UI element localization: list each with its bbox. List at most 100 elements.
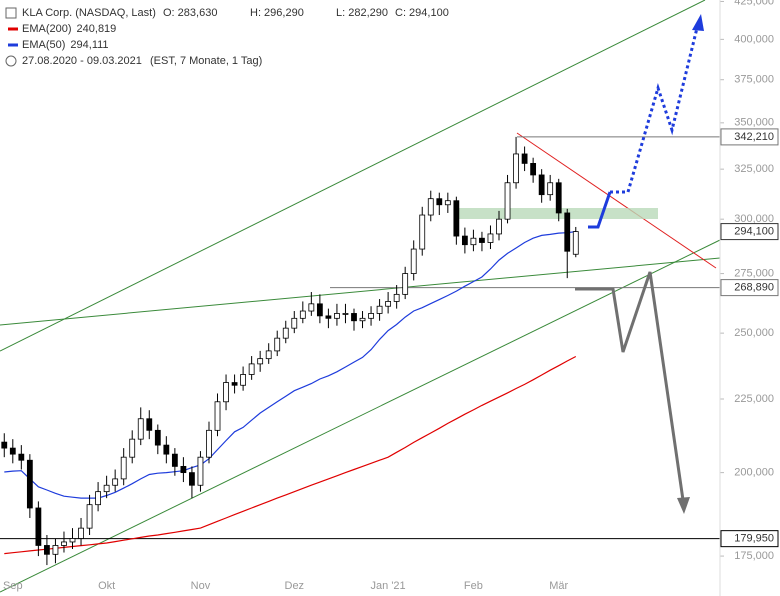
bear-projection — [575, 271, 685, 501]
x-tick-label: Dez — [285, 580, 305, 592]
candle-body — [231, 382, 238, 386]
bull-arrowhead — [692, 14, 704, 31]
candle-body — [69, 538, 76, 543]
candle-body — [547, 182, 554, 196]
candle-body — [1, 441, 8, 449]
candle-body — [146, 418, 153, 431]
bull-path — [588, 191, 612, 229]
header: KLA Corp. (NASDAQ, Last) O: 283,630 H: 2… — [5, 7, 449, 67]
legend-label: EMA(200) — [22, 23, 72, 35]
candle-body — [18, 453, 25, 461]
candle-body — [299, 310, 306, 319]
candle-body — [325, 315, 332, 319]
icon — [5, 7, 17, 19]
candle-body — [316, 303, 323, 317]
candle-body — [206, 429, 212, 458]
candle-body — [78, 527, 84, 539]
ohlc-close: C: 294,100 — [395, 7, 449, 19]
y-tick-label: 425,000 — [734, 0, 774, 7]
ema-line — [4, 355, 577, 555]
candle-body — [240, 374, 247, 386]
candle-body — [137, 418, 144, 440]
ema-line — [4, 231, 576, 499]
y-tick-label: 250,000 — [734, 327, 774, 339]
y-tick-label: 175,000 — [734, 550, 774, 562]
candle-body — [26, 459, 33, 509]
clock-icon — [5, 55, 17, 67]
candle-body — [555, 182, 562, 214]
legend-value: 240,819 — [77, 23, 117, 35]
level-label-box — [720, 128, 779, 146]
channel-upper — [0, 0, 706, 352]
candle-body — [376, 305, 383, 314]
candle-body — [291, 317, 298, 329]
last-price-label: 294,100 — [734, 226, 774, 238]
ohlc-high: H: 296,290 — [250, 7, 304, 19]
y-tick-label: 275,000 — [734, 267, 774, 279]
candle-body — [86, 504, 93, 529]
instrument: KLA Corp. (NASDAQ, Last) — [22, 7, 156, 19]
legend-value: 294,111 — [70, 39, 108, 51]
y-tick-label: 400,000 — [734, 33, 774, 45]
ohlc-open: O: 283,630 — [163, 7, 217, 19]
candle-body — [564, 212, 571, 252]
candle-body — [359, 317, 366, 322]
x-tick-label: Sep — [3, 580, 23, 592]
candle-body — [572, 231, 579, 255]
candle-body — [427, 198, 434, 216]
support-zone — [456, 208, 658, 219]
y-tick-label: 300,000 — [734, 213, 774, 225]
candle-body — [496, 218, 502, 235]
x-tick-label: Jan '21 — [371, 580, 406, 592]
range-note: (EST, 7 Monate, 1 Tag) — [150, 55, 262, 67]
candle-body — [453, 200, 460, 237]
candle-body — [368, 313, 374, 319]
candle-body — [334, 313, 340, 319]
level-label: 268,890 — [734, 282, 774, 294]
candle-body — [513, 153, 519, 184]
candle-body — [402, 273, 409, 295]
candle-body — [282, 327, 289, 339]
candle-body — [351, 313, 357, 322]
resistance-line — [516, 132, 717, 269]
channel-lower — [0, 239, 721, 593]
candle-body — [265, 350, 272, 360]
candle-body — [470, 237, 477, 246]
candle-body — [257, 358, 264, 365]
candle-body — [487, 233, 494, 243]
candle-body — [410, 248, 417, 274]
y-tick-label: 350,000 — [734, 117, 774, 129]
drawings — [0, 0, 721, 593]
y-tick-label: 375,000 — [734, 74, 774, 86]
candle-body — [538, 174, 545, 196]
y-tick-label: 200,000 — [734, 467, 774, 479]
candle-body — [479, 237, 485, 243]
candle-body — [95, 491, 101, 506]
y-tick-label: 325,000 — [734, 163, 774, 175]
candle-body — [35, 507, 42, 546]
candle-body — [214, 401, 221, 431]
candle-body — [112, 478, 119, 486]
x-tick-label: Feb — [464, 580, 483, 592]
candle-body — [444, 200, 451, 206]
level-label: 179,950 — [734, 533, 774, 545]
level-label-box — [720, 279, 779, 297]
y-tick-label: 225,000 — [734, 393, 774, 405]
candle-body — [180, 465, 187, 474]
candle-body — [120, 456, 127, 480]
candle-body — [419, 214, 426, 250]
candle-body — [44, 545, 50, 555]
last-price-label-box — [720, 223, 779, 241]
candle-body — [52, 545, 59, 555]
candle-body — [189, 472, 195, 486]
bear-arrowhead — [677, 497, 690, 514]
candle-body — [248, 363, 255, 375]
candle-body — [521, 153, 528, 164]
plot — [0, 136, 720, 566]
candle-body — [197, 456, 204, 486]
support-line — [0, 257, 721, 326]
legend-label: EMA(50) — [22, 39, 65, 51]
date-range: 27.08.2020 - 09.03.2021 — [22, 55, 142, 67]
candle-body — [163, 444, 170, 455]
